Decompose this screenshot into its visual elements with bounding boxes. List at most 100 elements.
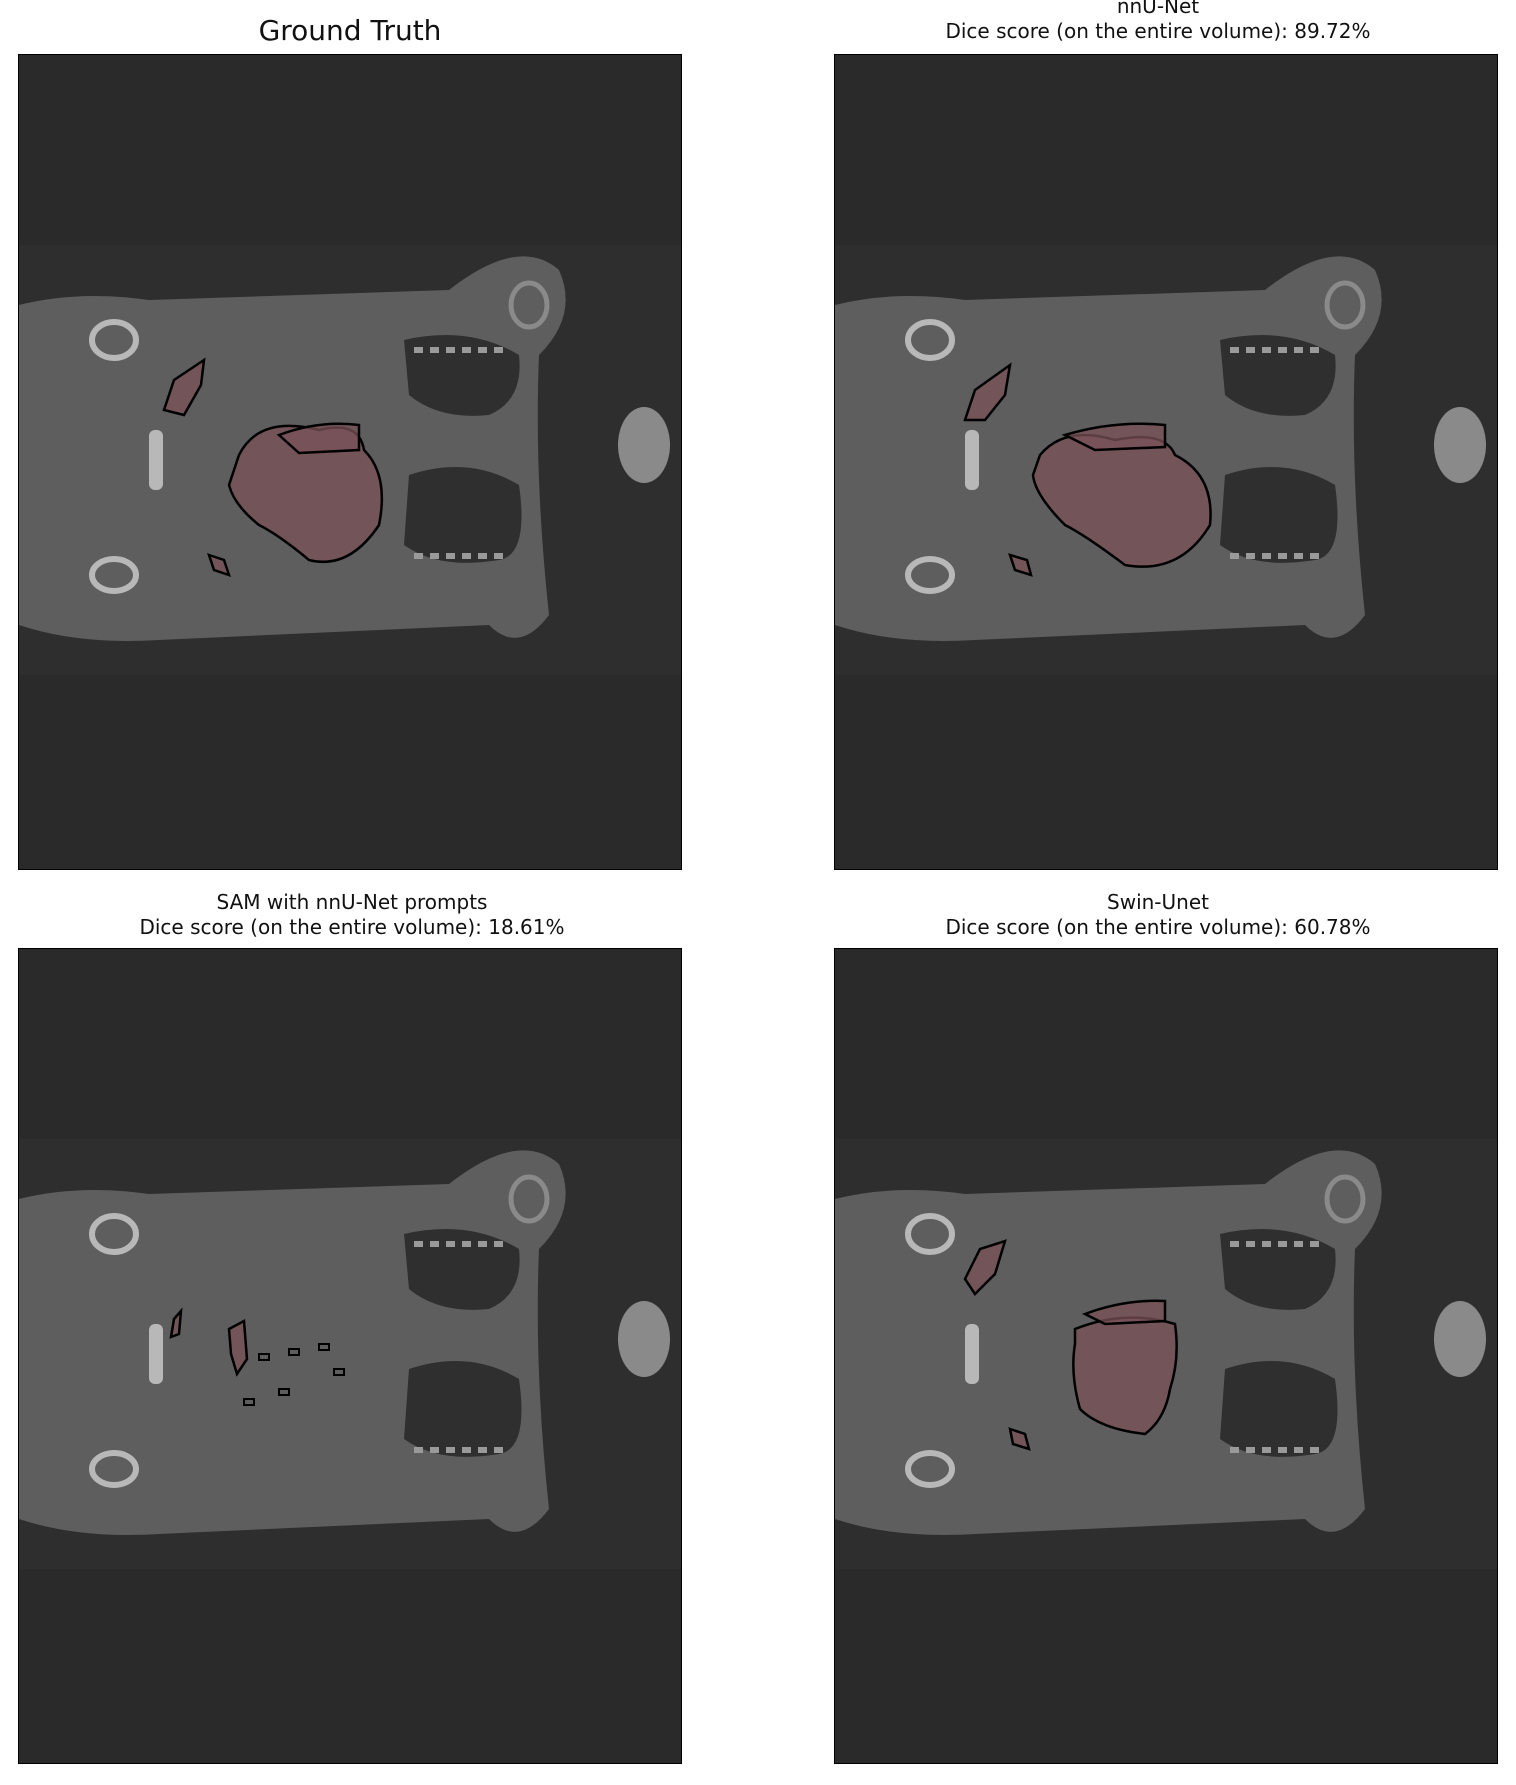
rib-upper — [1246, 347, 1255, 353]
rib-lower — [1278, 553, 1287, 559]
rib-lower — [494, 1447, 503, 1453]
model-name: SAM with nnU-Net prompts — [216, 890, 488, 914]
rib-upper — [462, 347, 471, 353]
rib-upper — [446, 1241, 455, 1247]
dice-score-label: Dice score (on the entire volume): 89.72… — [945, 19, 1371, 43]
arm-cross-section — [1434, 1301, 1486, 1377]
segmentation-mask — [1081, 1299, 1167, 1326]
rib-lower — [478, 553, 487, 559]
hip-bone-upper — [89, 1213, 139, 1255]
lung-lower — [404, 1361, 522, 1457]
hip-bone-lower — [89, 556, 139, 594]
panel-title: SAM with nnU-Net prompts Dice score (on … — [0, 890, 712, 940]
rib-upper — [1246, 1241, 1255, 1247]
rib-lower — [446, 553, 455, 559]
rib-lower — [494, 553, 503, 559]
rib-lower — [414, 1447, 423, 1453]
segmentation-fragment — [278, 1388, 290, 1396]
panel-title: Swin-Unet Dice score (on the entire volu… — [808, 890, 1508, 940]
lung-upper — [1220, 1229, 1336, 1310]
rib-lower — [430, 553, 439, 559]
shoulder-bone — [1324, 1174, 1366, 1224]
rib-lower — [430, 1447, 439, 1453]
panel-title: nnU-Net Dice score (on the entire volume… — [808, 0, 1508, 44]
rib-lower — [1278, 1447, 1287, 1453]
rib-upper — [1310, 347, 1319, 353]
segmentation-mask — [276, 422, 361, 455]
rib-lower — [1294, 553, 1303, 559]
segmentation-mask — [162, 357, 206, 417]
segmentation-mask — [169, 1307, 183, 1339]
segmentation-fragment — [243, 1398, 255, 1406]
segmentation-fragment — [333, 1368, 345, 1376]
model-name: Swin-Unet — [1107, 890, 1209, 914]
ct-slice-image — [18, 948, 682, 1764]
rib-upper — [478, 347, 487, 353]
hip-bone-lower — [905, 556, 955, 594]
lung-lower — [404, 467, 522, 563]
rib-upper — [1230, 1241, 1239, 1247]
lung-upper — [404, 1229, 520, 1310]
rib-lower — [462, 553, 471, 559]
segmentation-mask — [207, 553, 231, 577]
rib-lower — [1262, 1447, 1271, 1453]
segmentation-mask — [1061, 422, 1167, 452]
segmentation-mask — [1072, 1316, 1178, 1436]
spine-bone — [965, 430, 979, 490]
segmentation-mask — [227, 1318, 249, 1377]
panel-title: Ground Truth — [258, 14, 442, 47]
ct-slice-image — [834, 948, 1498, 1764]
shoulder-bone — [1324, 280, 1366, 330]
ct-slice-image — [834, 54, 1498, 870]
spine-bone — [149, 430, 163, 490]
hip-bone-lower — [905, 1450, 955, 1488]
arm-cross-section — [618, 1301, 670, 1377]
rib-lower — [446, 1447, 455, 1453]
rib-upper — [1262, 1241, 1271, 1247]
rib-upper — [1294, 347, 1303, 353]
rib-upper — [1278, 347, 1287, 353]
arm-cross-section — [1434, 407, 1486, 483]
shoulder-bone — [508, 1174, 550, 1224]
body-silhouette — [19, 1150, 566, 1535]
rib-lower — [1246, 1447, 1255, 1453]
dice-score-label: Dice score (on the entire volume): 60.78… — [945, 915, 1371, 939]
rib-upper — [430, 1241, 439, 1247]
lung-upper — [404, 335, 520, 416]
hip-bone-upper — [905, 1213, 955, 1255]
spine-bone — [965, 1324, 979, 1384]
rib-upper — [430, 347, 439, 353]
rib-upper — [462, 1241, 471, 1247]
lung-upper — [1220, 335, 1336, 416]
ct-slice-image — [18, 54, 682, 870]
rib-lower — [414, 553, 423, 559]
spine-bone — [149, 1324, 163, 1384]
segmentation-mask — [1008, 1427, 1031, 1451]
rib-lower — [478, 1447, 487, 1453]
rib-upper — [1230, 347, 1239, 353]
rib-lower — [1310, 1447, 1319, 1453]
rib-upper — [494, 1241, 503, 1247]
rib-upper — [414, 347, 423, 353]
arm-cross-section — [618, 407, 670, 483]
lung-lower — [1220, 467, 1338, 563]
lung-lower — [1220, 1361, 1338, 1457]
dice-score-label: Dice score (on the entire volume): 18.61… — [139, 915, 565, 939]
hip-bone-upper — [89, 319, 139, 361]
segmentation-fragment — [318, 1343, 330, 1351]
rib-upper — [478, 1241, 487, 1247]
hip-bone-upper — [905, 319, 955, 361]
rib-lower — [1230, 1447, 1239, 1453]
rib-lower — [1294, 1447, 1303, 1453]
rib-upper — [446, 347, 455, 353]
rib-upper — [494, 347, 503, 353]
model-name: nnU-Net — [1116, 0, 1200, 18]
rib-lower — [1310, 553, 1319, 559]
segmentation-fragment — [288, 1348, 300, 1356]
segmentation-mask — [963, 362, 1012, 422]
rib-upper — [1294, 1241, 1303, 1247]
segmentation-fragment — [258, 1353, 270, 1361]
rib-lower — [462, 1447, 471, 1453]
rib-lower — [1262, 553, 1271, 559]
rib-upper — [1262, 347, 1271, 353]
